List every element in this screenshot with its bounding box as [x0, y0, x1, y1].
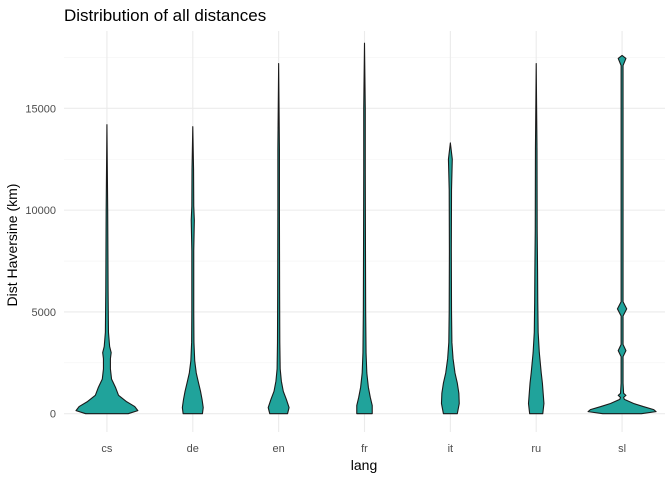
y-tick-label: 10000 [25, 205, 56, 217]
x-tick-label: sl [618, 443, 626, 455]
violin-cs [75, 124, 139, 415]
chart-title: Distribution of all distances [64, 6, 266, 25]
x-tick-label: ru [531, 443, 541, 455]
violins [75, 42, 657, 415]
x-tick-label: cs [101, 443, 113, 455]
y-axis-title: Dist Haversine (km) [4, 184, 20, 307]
tick-labels: 0 5000 10000 15000 cs de en fr it ru sl [25, 103, 626, 455]
violin-de [181, 126, 204, 415]
y-tick-label: 5000 [32, 307, 56, 319]
y-tick-label: 0 [50, 409, 56, 421]
x-tick-label: it [448, 443, 454, 455]
violin-en [267, 63, 290, 415]
x-tick-label: en [273, 443, 285, 455]
x-tick-label: de [187, 443, 199, 455]
x-tick-label: fr [361, 443, 368, 455]
y-tick-label: 15000 [25, 103, 56, 115]
violin-fr [356, 42, 373, 415]
violin-sl [587, 54, 657, 415]
violin-it [440, 142, 460, 415]
violin-ru [527, 63, 545, 415]
x-axis-title: lang [351, 457, 377, 473]
